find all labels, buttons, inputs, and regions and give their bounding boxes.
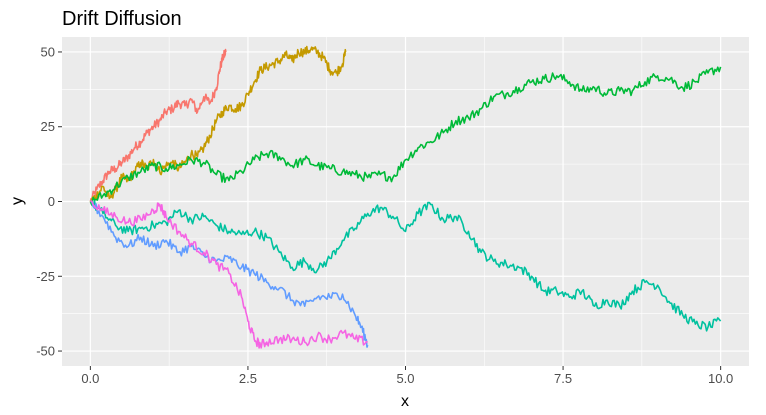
y-axis-title: y (9, 197, 26, 205)
series-layer (89, 45, 722, 349)
series-line-6 (90, 200, 368, 349)
series-line-5 (90, 200, 369, 348)
x-tick-label: 5.0 (396, 371, 414, 386)
x-axis: 0.0 2.5 5.0 7.5 10.0 (81, 366, 733, 386)
y-tick-label: 50 (41, 44, 55, 59)
y-tick-label: 0 (48, 194, 55, 209)
y-tick-label: -50 (36, 344, 55, 359)
y-tick-label: 25 (41, 119, 55, 134)
chart-title: Drift Diffusion (62, 8, 182, 30)
series-line-4 (90, 200, 722, 332)
x-tick-label: 2.5 (239, 371, 257, 386)
series-line-1 (89, 48, 227, 202)
series-line-3 (89, 66, 722, 206)
grid-major (62, 37, 749, 366)
x-tick-label: 10.0 (708, 371, 733, 386)
x-tick-label: 7.5 (554, 371, 572, 386)
x-tick-label: 0.0 (81, 371, 99, 386)
y-tick-label: -25 (36, 269, 55, 284)
x-axis-title: x (401, 393, 409, 410)
y-axis: -50 -25 0 25 50 (36, 44, 62, 359)
